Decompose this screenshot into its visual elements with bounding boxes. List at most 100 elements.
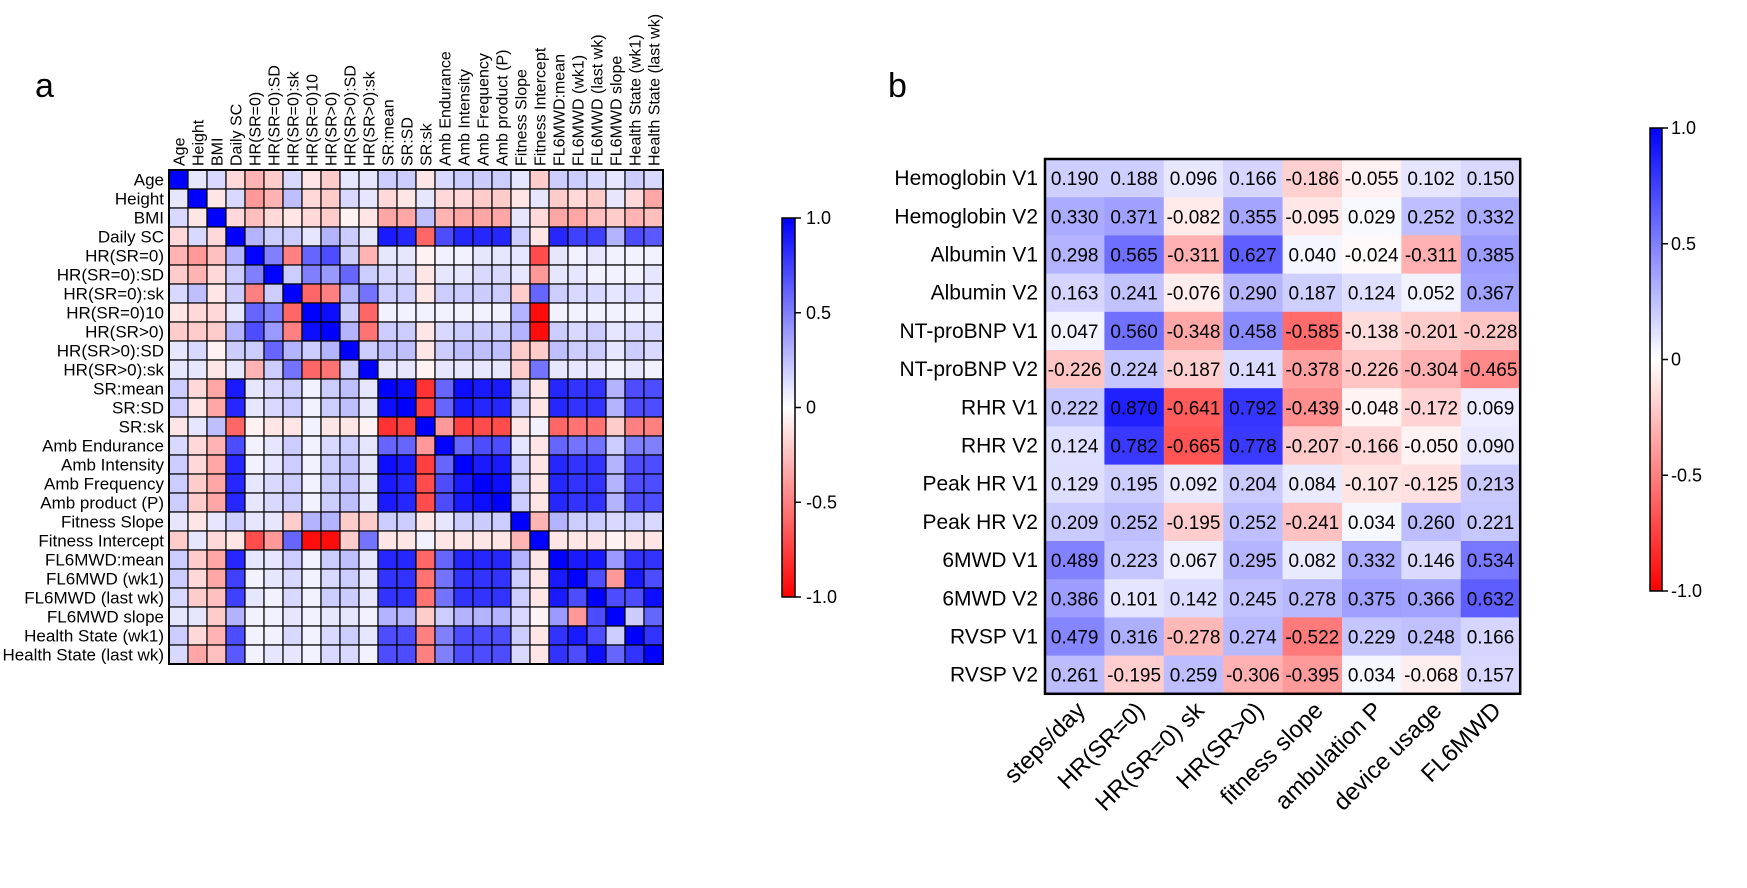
heatmap-a-cell <box>168 644 189 665</box>
heatmap-a-cell <box>529 644 550 665</box>
heatmap-a-cell <box>244 435 265 456</box>
heatmap-a-cell <box>643 321 664 342</box>
heatmap-a-cell <box>567 283 588 304</box>
heatmap-a-cell <box>206 207 227 228</box>
heatmap-b-cell-label: 0.261 <box>1051 666 1099 687</box>
heatmap-a-cell <box>491 454 512 475</box>
heatmap-b-cell <box>1223 655 1284 695</box>
heatmap-b-cell-label: 0.252 <box>1407 207 1455 228</box>
heatmap-b-cell-label: -0.278 <box>1167 628 1221 649</box>
heatmap-a-cell <box>624 587 645 608</box>
heatmap-b-cell-label: 0.632 <box>1467 589 1515 610</box>
heatmap-b-cell <box>1401 541 1462 580</box>
heatmap-b-cell <box>1401 159 1462 198</box>
heatmap-a-cell <box>491 644 512 665</box>
heatmap-b-cell-label: 0.260 <box>1407 513 1455 534</box>
heatmap-a-cell <box>624 378 645 399</box>
colorbar-a-tick-label: 1.0 <box>806 208 831 228</box>
heatmap-a-cell <box>225 492 246 513</box>
heatmap-b-cell <box>1104 159 1165 198</box>
heatmap-a-cell <box>510 397 531 418</box>
heatmap-a-column-label: SR:sk <box>419 122 436 166</box>
heatmap-a-cell <box>396 435 417 456</box>
heatmap-a-cell <box>396 644 417 665</box>
heatmap-a-cell <box>529 435 550 456</box>
heatmap-a-cell <box>244 549 265 570</box>
heatmap-b-row-label: Albumin V2 <box>931 282 1038 305</box>
colorbar-b: 1.0 0.5 0 -0.5 -1.0 <box>1649 118 1702 601</box>
heatmap-a-cell <box>320 587 341 608</box>
heatmap-a-cell <box>358 226 379 247</box>
heatmap-a-cell <box>339 435 360 456</box>
heatmap-b-cell <box>1342 464 1402 504</box>
heatmap-b-cell <box>1282 464 1343 504</box>
heatmap-a-cell <box>168 302 189 323</box>
heatmap-a-cell <box>472 302 493 323</box>
heatmap-a-cell <box>225 378 246 399</box>
heatmap-a-cell <box>529 359 550 380</box>
heatmap-a-cell <box>396 340 417 361</box>
heatmap-b-cell-label: 0.355 <box>1229 207 1277 228</box>
heatmap-a-cell <box>187 473 208 494</box>
heatmap-a-cell <box>510 435 531 456</box>
heatmap-a-cell <box>586 397 607 418</box>
heatmap-a-cell <box>624 359 645 380</box>
heatmap-b-cell-label: 0.565 <box>1110 246 1158 267</box>
heatmap-a-cell <box>396 397 417 418</box>
heatmap-b-cell <box>1460 579 1521 618</box>
heatmap-b-cell <box>1342 159 1402 198</box>
heatmap-a-cell <box>453 568 474 589</box>
heatmap-a-cell <box>453 625 474 646</box>
heatmap-a-cell <box>263 378 284 399</box>
heatmap-a-cell <box>320 530 341 551</box>
heatmap-a-cell <box>187 625 208 646</box>
heatmap-a-cell <box>339 378 360 399</box>
heatmap-a-cell <box>377 625 398 646</box>
heatmap-a-cell <box>320 302 341 323</box>
heatmap-a-cell <box>187 188 208 209</box>
heatmap-b-cell-label: -0.107 <box>1345 475 1399 496</box>
heatmap-a-cell <box>225 169 246 190</box>
heatmap-a-cell <box>567 359 588 380</box>
heatmap-b-cell-label: 0.222 <box>1051 398 1099 419</box>
heatmap-b-row-label: RVSP V1 <box>950 626 1038 649</box>
heatmap-a-cell <box>263 454 284 475</box>
heatmap-a-cell <box>225 302 246 323</box>
heatmap-a-cell <box>263 359 284 380</box>
heatmap-a-cell <box>377 530 398 551</box>
heatmap-b-cell-label: 0.190 <box>1051 169 1099 190</box>
heatmap-a-cell <box>434 245 455 266</box>
heatmap-a-cell <box>624 568 645 589</box>
heatmap-a-cell <box>320 606 341 627</box>
heatmap-a-cell <box>282 359 303 380</box>
heatmap-a-cell <box>643 378 664 399</box>
heatmap-a-cell <box>472 416 493 437</box>
heatmap-a-cell <box>339 568 360 589</box>
heatmap-b-cell <box>1104 197 1165 236</box>
heatmap-a-cell <box>263 397 284 418</box>
heatmap-a-cell <box>643 435 664 456</box>
heatmap-a-cell <box>510 492 531 513</box>
heatmap-a-cell <box>548 492 569 513</box>
colorbar-a-tick-label: -1.0 <box>806 587 837 607</box>
heatmap-a-cell <box>206 606 227 627</box>
heatmap-a-cell <box>225 340 246 361</box>
heatmap-a-cell <box>434 207 455 228</box>
heatmap-a-cell <box>434 473 455 494</box>
heatmap-a-cell <box>187 587 208 608</box>
heatmap-a-cell <box>491 549 512 570</box>
heatmap-a-cell <box>244 283 265 304</box>
heatmap-b-row-label: Peak HR V1 <box>922 473 1038 496</box>
heatmap-a-cell <box>282 340 303 361</box>
heatmap-a-row-label: Amb Endurance <box>42 437 164 456</box>
heatmap-a-cell <box>624 644 645 665</box>
heatmap-a-cell <box>453 302 474 323</box>
heatmap-a-cell <box>225 530 246 551</box>
heatmap-a-column-label: HR(SR=0):sk <box>286 70 303 166</box>
heatmap-a-column-label: Health State (wk1) <box>628 34 645 166</box>
heatmap-a-cell <box>301 530 322 551</box>
heatmap-b-cell-label: 0.082 <box>1289 551 1337 572</box>
heatmap-a-cell <box>339 226 360 247</box>
heatmap-a-cell <box>320 549 341 570</box>
heatmap-a-cell <box>263 207 284 228</box>
